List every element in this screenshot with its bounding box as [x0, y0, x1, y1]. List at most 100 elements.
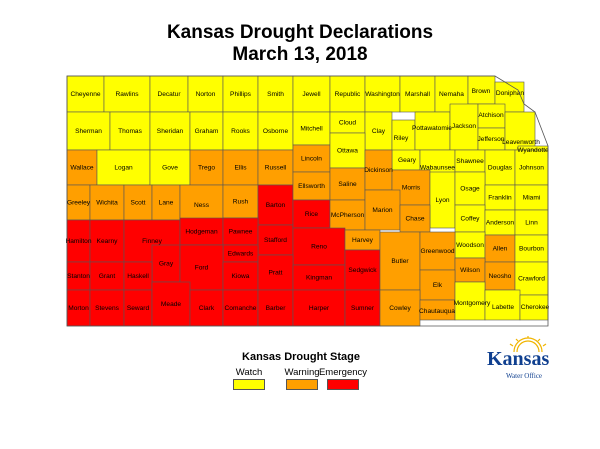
county-lane	[151, 184, 181, 221]
county-label-wyandotte: Wyandotte	[517, 147, 549, 154]
county-label-cheyenne: Cheyenne	[70, 91, 100, 98]
county-decatur	[149, 75, 189, 113]
county-label-doniphan: Doniphan	[496, 90, 525, 97]
county-label-rush: Rush	[233, 199, 249, 206]
county-label-cowley: Cowley	[389, 305, 411, 312]
county-barber	[257, 289, 294, 327]
county-montgomery	[454, 281, 486, 321]
county-gove	[149, 149, 191, 186]
county-lincoln	[292, 144, 331, 173]
county-label-reno: Reno	[311, 244, 327, 251]
county-label-marshall: Marshall	[405, 91, 430, 98]
county-label-harper: Harper	[309, 305, 330, 312]
county-kearny	[89, 219, 125, 263]
county-label-brown: Brown	[472, 88, 491, 95]
county-label-haskell: Haskell	[127, 273, 149, 280]
county-franklin	[484, 184, 516, 211]
logo-subtitle: Water Office	[506, 372, 543, 380]
county-label-montgomery: Montgomery	[454, 300, 491, 307]
county-labette	[484, 289, 521, 321]
county-label-gove: Gove	[162, 165, 178, 172]
county-cheyenne	[66, 75, 105, 113]
county-label-russell: Russell	[265, 165, 287, 172]
county-label-ness: Ness	[194, 202, 210, 209]
county-label-linn: Linn	[525, 220, 538, 227]
county-label-wallace: Wallace	[70, 165, 94, 172]
county-label-rice: Rice	[305, 211, 319, 218]
county-label-lyon: Lyon	[435, 197, 449, 204]
county-cherokee	[519, 294, 549, 321]
county-label-dickinson: Dickinson	[364, 167, 393, 174]
logo-word: Kansas	[487, 348, 550, 370]
county-label-coffey: Coffey	[461, 216, 481, 223]
county-linn	[514, 209, 549, 236]
county-label-finney: Finney	[142, 238, 162, 245]
county-label-graham: Graham	[195, 128, 219, 135]
map-subtitle: March 13, 2018	[232, 44, 368, 65]
county-label-jewell: Jewell	[302, 91, 321, 98]
county-label-republic: Republic	[335, 91, 361, 98]
county-label-chase: Chase	[405, 216, 424, 223]
county-label-riley: Riley	[394, 135, 409, 142]
county-label-morris: Morris	[402, 185, 421, 192]
county-label-norton: Norton	[196, 91, 216, 98]
legend-label-warning: Warning	[284, 367, 320, 378]
county-scott	[123, 184, 153, 221]
county-label-ottawa: Ottawa	[337, 148, 358, 155]
legend-swatch-watch	[233, 379, 265, 390]
county-sumner	[344, 289, 381, 327]
county-label-morton: Morton	[68, 305, 89, 312]
county-label-crawford: Crawford	[518, 276, 545, 283]
county-label-barber: Barber	[266, 305, 287, 312]
county-leavenworth	[504, 111, 536, 151]
county-label-osage: Osage	[460, 186, 480, 193]
county-wichita	[89, 184, 125, 221]
county-brown	[467, 75, 496, 105]
county-gray	[151, 244, 181, 283]
county-label-greenwood: Greenwood	[420, 248, 454, 255]
county-label-greeley: Greeley	[67, 200, 91, 207]
county-label-anderson: Anderson	[486, 220, 515, 227]
county-label-edwards: Edwards	[228, 251, 254, 258]
legend-label-emergency: Emergency	[318, 367, 368, 378]
legend-swatch-emergency	[327, 379, 359, 390]
county-label-elk: Elk	[433, 282, 443, 289]
county-stafford	[257, 224, 294, 256]
county-label-grant: Grant	[99, 273, 116, 280]
county-label-wabaunsee: Wabaunsee	[420, 165, 455, 172]
county-russell	[257, 149, 294, 186]
county-label-sedgwick: Sedgwick	[348, 267, 377, 274]
county-ellsworth	[292, 171, 331, 201]
county-label-hodgeman: Hodgeman	[185, 229, 218, 236]
county-label-rooks: Rooks	[231, 128, 250, 135]
county-anderson	[484, 209, 516, 236]
county-sedgwick	[344, 249, 381, 291]
county-label-washington: Washington	[365, 91, 400, 98]
county-label-sheridan: Sheridan	[157, 128, 184, 135]
county-label-smith: Smith	[267, 91, 284, 98]
county-label-sherman: Sherman	[75, 128, 102, 135]
county-label-leavenworth: Leavenworth	[502, 139, 540, 146]
county-label-ellsworth: Ellsworth	[298, 183, 325, 190]
county-label-marion: Marion	[372, 207, 392, 214]
county-label-seward: Seward	[127, 305, 150, 312]
county-label-sumner: Sumner	[351, 305, 375, 312]
county-label-lane: Lane	[159, 200, 174, 207]
county-johnson	[514, 149, 549, 186]
county-pawnee	[222, 217, 259, 246]
county-label-saline: Saline	[338, 181, 357, 188]
county-label-allen: Allen	[493, 246, 508, 253]
county-label-kearny: Kearny	[97, 238, 119, 245]
county-label-woodson: Woodson	[456, 242, 484, 249]
county-label-rawlins: Rawlins	[115, 91, 139, 98]
county-label-neosho: Neosho	[489, 273, 512, 280]
county-label-wilson: Wilson	[460, 267, 480, 274]
county-label-miami: Miami	[523, 195, 541, 202]
legend-label-watch: Watch	[235, 367, 263, 378]
county-label-stanton: Stanton	[67, 273, 90, 280]
map-title: Kansas Drought Declarations	[166, 22, 434, 43]
county-clark	[189, 289, 224, 327]
county-label-comanche: Comanche	[225, 305, 257, 312]
county-label-kiowa: Kiowa	[232, 273, 250, 280]
county-label-bourbon: Bourbon	[519, 246, 544, 253]
